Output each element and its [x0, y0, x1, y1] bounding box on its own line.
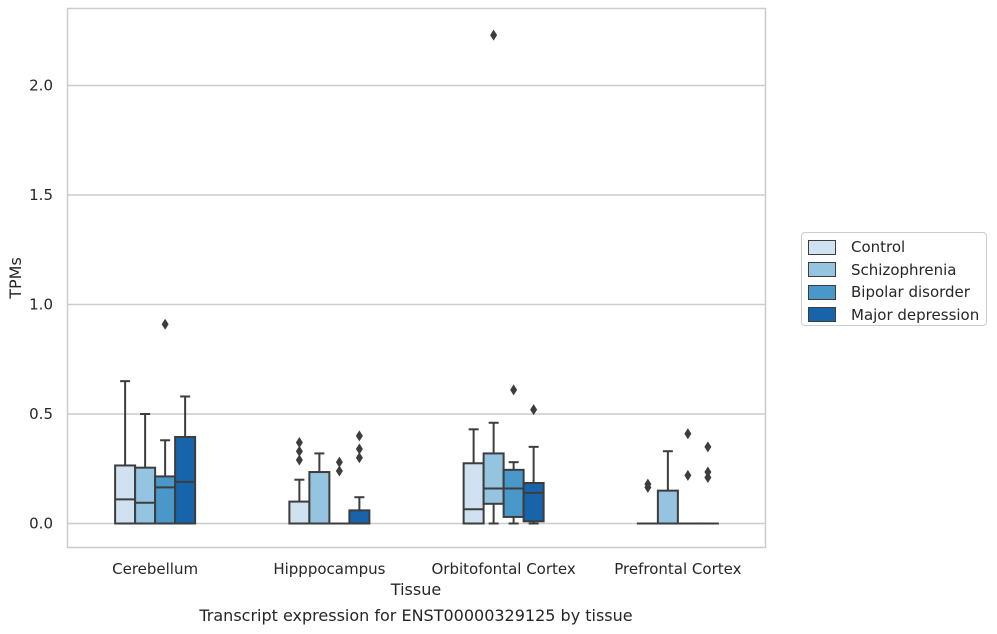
- box-control: [114, 380, 137, 525]
- box-bipolar-disorder: [328, 456, 351, 525]
- chart-caption: Transcript expression for ENST0000032912…: [199, 606, 633, 625]
- iqr-box: [154, 475, 177, 525]
- y-axis-title: TPMs: [6, 257, 25, 300]
- legend-swatch: [808, 239, 836, 255]
- box-bipolar-disorder: [676, 428, 699, 525]
- legend-label: Major depression: [851, 305, 980, 324]
- outlier-point: [335, 465, 343, 477]
- legend-item-major-depression: Major depression: [808, 304, 986, 327]
- legend-swatch: [808, 262, 836, 278]
- outlier-point: [704, 466, 712, 478]
- outlier-point: [530, 404, 538, 416]
- y-gridlines: [68, 84, 765, 525]
- outlier-point: [295, 454, 303, 466]
- box-schizophrenia: [308, 452, 331, 525]
- iqr-box: [502, 468, 525, 518]
- box-control: [636, 478, 659, 525]
- box-schizophrenia: [656, 450, 679, 525]
- outlier-point: [490, 29, 498, 41]
- outlier-point: [355, 430, 363, 442]
- iqr-box: [482, 452, 505, 505]
- y-tick-labels: 0.0 0.5 1.0 1.5 2.0: [29, 77, 53, 533]
- box-major-depression: [696, 441, 719, 525]
- legend: Control Schizophrenia Bipolar disorder M…: [801, 232, 987, 326]
- legend-label: Control: [851, 238, 906, 257]
- outlier-point: [355, 452, 363, 464]
- box-plots: [114, 29, 719, 525]
- iqr-box: [462, 462, 485, 525]
- legend-item-bipolar-disorder: Bipolar disorder: [808, 281, 986, 304]
- legend-item-control: Control: [808, 236, 986, 259]
- legend-label: Bipolar disorder: [851, 283, 970, 302]
- iqr-box: [348, 509, 371, 525]
- outlier-point: [295, 445, 303, 457]
- iqr-box: [308, 471, 331, 525]
- legend-swatch: [808, 307, 836, 323]
- iqr-box: [114, 464, 137, 525]
- legend-item-schizophrenia: Schizophrenia: [808, 259, 986, 282]
- x-tick-labels: Cerebellum Hipppocampus Orbitofontal Corte…: [112, 560, 741, 578]
- x-tick-label: Hipppocampus: [273, 560, 385, 578]
- y-tick-label: 0.5: [29, 405, 53, 423]
- x-tick-label: Prefrontal Cortex: [614, 560, 741, 578]
- box-bipolar-disorder: [502, 384, 525, 525]
- outlier-point: [510, 384, 518, 396]
- box-major-depression: [174, 395, 197, 525]
- outlier-point: [684, 469, 692, 481]
- iqr-box: [134, 466, 157, 525]
- plot-frame: [66, 7, 767, 549]
- iqr-box: [288, 500, 311, 525]
- x-axis-title: Tissue: [390, 580, 441, 599]
- iqr-box: [174, 435, 197, 525]
- box-major-depression: [348, 430, 371, 525]
- box-schizophrenia: [482, 29, 505, 525]
- box-control: [288, 436, 311, 525]
- box-bipolar-disorder: [154, 318, 177, 525]
- box-major-depression: [522, 404, 545, 525]
- legend-label: Schizophrenia: [851, 260, 957, 279]
- iqr-box: [656, 489, 679, 525]
- outlier-point: [161, 318, 169, 330]
- outlier-point: [295, 436, 303, 448]
- x-tick-label: Orbitofontal Cortex: [432, 560, 576, 578]
- box-control: [462, 428, 485, 525]
- x-tick-label: Cerebellum: [112, 560, 198, 578]
- outlier-point: [684, 428, 692, 440]
- outlier-point: [704, 441, 712, 453]
- y-tick-label: 1.0: [29, 296, 53, 314]
- y-tick-label: 2.0: [29, 77, 53, 95]
- outlier-point: [355, 443, 363, 455]
- outlier-point: [335, 456, 343, 468]
- y-tick-label: 1.5: [29, 186, 53, 204]
- iqr-box: [522, 481, 545, 523]
- legend-swatch: [808, 284, 836, 300]
- outlier-point: [644, 478, 652, 490]
- y-tick-label: 0.0: [29, 515, 53, 533]
- box-schizophrenia: [134, 413, 157, 525]
